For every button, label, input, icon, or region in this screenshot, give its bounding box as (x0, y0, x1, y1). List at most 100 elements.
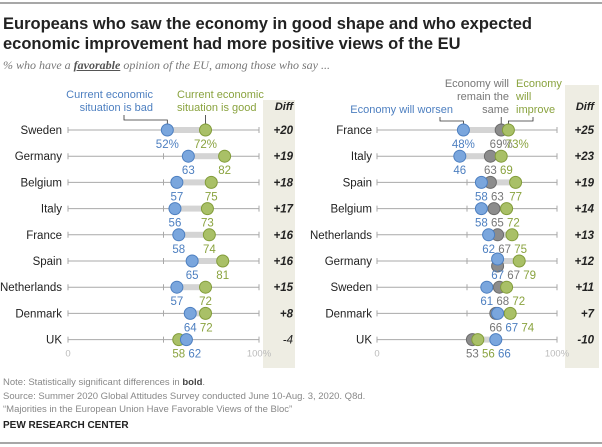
legend-label-worsen: Economy will worsen (350, 104, 453, 116)
legend-label-bad: Current economic (66, 89, 153, 101)
dot-same (483, 149, 497, 163)
value-label-good: 72 (199, 296, 212, 308)
dot-good (199, 306, 213, 320)
dot-improve (512, 254, 526, 268)
chart-subtitle: % who have a favorable opinion of the EU… (3, 58, 330, 73)
legend-label-same: remain the (457, 91, 509, 103)
axis-label-min: 0 (65, 349, 70, 360)
diff-value: +19 (574, 177, 594, 189)
diff-value: +19 (273, 151, 293, 163)
dot-good (204, 175, 218, 189)
country-label: Netherlands (310, 230, 372, 242)
dot-same (487, 202, 501, 216)
diff-value: +15 (273, 282, 293, 294)
diff-column-panel (565, 85, 599, 368)
axis-label-min: 0 (374, 349, 379, 360)
dot-improve (505, 228, 519, 242)
dot-improve (509, 175, 523, 189)
value-label-improve: 77 (509, 191, 522, 203)
value-label-improve: 72 (507, 218, 520, 230)
diff-value: +23 (574, 151, 594, 163)
axis-label-max: 100% (247, 349, 272, 360)
value-label-improve: 72 (512, 296, 525, 308)
legend-pointer-bad (123, 115, 168, 125)
value-label-same: 65 (491, 218, 504, 230)
legend-label-good: situation is good (177, 102, 257, 114)
diff-value: +12 (574, 256, 594, 268)
dot-worsen (474, 175, 488, 189)
dot-good (216, 254, 230, 268)
value-label-good: 58 (172, 349, 185, 361)
country-label: UK (46, 335, 62, 347)
dot-improve (503, 306, 517, 320)
subtitle-prefix: % who have a (3, 58, 74, 72)
brand-name: PEW RESEARCH CENTER (3, 420, 129, 431)
value-label-same: 66 (489, 322, 502, 334)
value-label-same: 69% (490, 139, 513, 151)
diff-header: Diff (275, 101, 294, 113)
value-label-good: 75 (205, 191, 218, 203)
dot-bad (185, 254, 199, 268)
country-label: Belgium (20, 177, 62, 189)
dot-improve (471, 333, 485, 347)
dot-good (199, 123, 213, 137)
note-bold: bold (182, 377, 203, 388)
dot-worsen (489, 333, 503, 347)
value-label-improve: 79 (523, 270, 536, 282)
dot-improve (500, 280, 514, 294)
dot-improve (494, 149, 508, 163)
country-label: France (336, 125, 372, 137)
diff-value: +13 (574, 230, 594, 242)
dot-worsen (482, 228, 496, 242)
value-label-same: 53 (466, 349, 479, 361)
diff-value: +20 (273, 125, 293, 137)
value-label-same: 67 (498, 244, 511, 256)
diff-value: +14 (574, 204, 594, 216)
range-bar (178, 231, 210, 238)
value-label-bad: 52% (156, 139, 179, 151)
dot-good (202, 228, 216, 242)
value-label-worsen: 48% (452, 139, 475, 151)
diff-value: +7 (581, 308, 595, 320)
diff-value: +16 (273, 256, 293, 268)
value-label-bad: 64 (184, 322, 197, 334)
diff-value: +17 (273, 204, 293, 216)
dot-bad (183, 306, 197, 320)
value-label-worsen: 61 (480, 296, 493, 308)
legend-label-improve: will (515, 91, 531, 103)
dot-worsen (474, 202, 488, 216)
country-label: Sweden (20, 125, 62, 137)
value-label-improve: 69 (500, 165, 513, 177)
dot-improve (500, 202, 514, 216)
value-label-improve: 73% (506, 139, 529, 151)
legend-label-good: Current economic (177, 89, 264, 101)
footer-report: “Majorities in the European Union Have F… (3, 404, 293, 415)
value-label-bad: 57 (170, 296, 183, 308)
subtitle-emphasis: favorable (73, 58, 121, 72)
diff-value: +16 (273, 230, 293, 242)
dot-worsen (456, 123, 470, 137)
value-label-worsen: 66 (498, 349, 511, 361)
value-label-bad: 65 (186, 270, 199, 282)
legend-label-bad: situation is bad (80, 102, 153, 114)
legend-pointer-worsen (439, 117, 464, 125)
range-bar (497, 258, 520, 264)
legend-label-improve: improve (516, 104, 555, 116)
axis-label-max: 100% (545, 349, 570, 360)
note-suffix: . (202, 377, 206, 388)
dot-bad (160, 123, 174, 137)
range-bar (174, 205, 208, 212)
range-bar (190, 310, 206, 317)
value-label-same: 67 (507, 270, 520, 282)
top-rule (0, 2, 602, 4)
dot-worsen (453, 149, 467, 163)
value-label-bad: 58 (172, 244, 185, 256)
value-label-good: 73 (201, 218, 214, 230)
country-label: Germany (15, 151, 63, 163)
dot-bad (170, 175, 184, 189)
value-label-same: 63 (484, 165, 497, 177)
footer-note: Note: Statistically significant differen… (3, 377, 205, 388)
value-label-same: 68 (496, 296, 509, 308)
dot-good (218, 149, 232, 163)
